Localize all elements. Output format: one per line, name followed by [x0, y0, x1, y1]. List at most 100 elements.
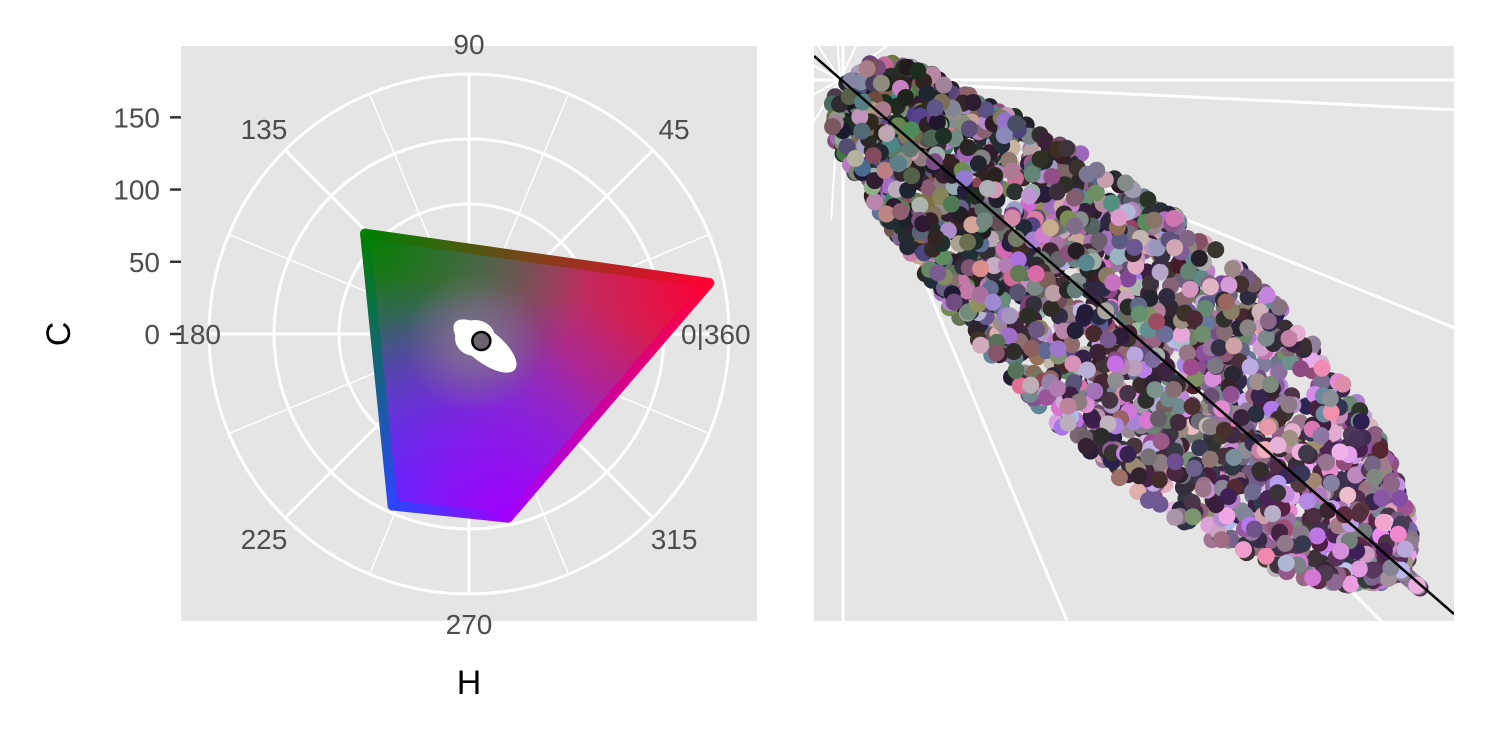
scatter-point [1130, 467, 1148, 485]
scatter-point [1151, 263, 1169, 281]
scatter-point [1201, 450, 1219, 468]
scatter-point [1364, 561, 1382, 579]
scatter-point [1322, 474, 1340, 492]
scatter-point [1165, 381, 1183, 398]
scatter-grid-line [839, 46, 858, 81]
scatter-point [958, 282, 976, 300]
scatter-point [1036, 132, 1054, 150]
theta-tick-label: 90 [453, 29, 484, 60]
scatter-point [1076, 304, 1094, 322]
scatter-point [1106, 355, 1124, 373]
scatter-point [1145, 211, 1163, 229]
scatter-point [1321, 390, 1339, 408]
scatter-point [1026, 278, 1044, 296]
scatter-point [866, 193, 884, 211]
scatter-point [1169, 413, 1187, 431]
scatter-point [909, 62, 927, 80]
scatter-point [897, 89, 915, 106]
scatter-point [1156, 325, 1174, 343]
scatter-point [1182, 358, 1200, 376]
scatter-point [1179, 230, 1196, 247]
scatter-point [1217, 293, 1235, 311]
scatter-point [969, 155, 987, 173]
scatter-point [1269, 484, 1287, 502]
scatter-point [1215, 421, 1233, 439]
scatter-point [1308, 527, 1326, 545]
polar-panel: 0|360 45 90 135 180 225 270 315 0 50 100 150 H C [40, 29, 757, 702]
scatter-point [1125, 238, 1143, 256]
scatter-grid-line [814, 79, 841, 96]
scatter-point [1003, 209, 1021, 227]
scatter-point [1065, 189, 1083, 207]
scatter-point [1009, 251, 1027, 269]
scatter-point [1233, 409, 1250, 427]
scatter-point [1207, 496, 1225, 514]
highlight-point [471, 330, 492, 352]
scatter-point [1099, 415, 1117, 433]
scatter-point [959, 233, 977, 251]
scatter-point [1312, 427, 1330, 445]
scatter-point [995, 127, 1013, 144]
scatter-point [853, 122, 871, 140]
scatter-point [959, 139, 977, 157]
theta-tick-label: 315 [651, 524, 698, 555]
scatter-point [1305, 550, 1323, 567]
scatter-point [1140, 491, 1157, 509]
scatter-point [1101, 391, 1119, 409]
scatter-point [1304, 569, 1322, 587]
scatter-point [1077, 254, 1095, 272]
scatter-point [918, 84, 936, 102]
scatter-point [1374, 513, 1392, 531]
scatter-point [1006, 183, 1024, 201]
scatter-point [1146, 381, 1164, 399]
scatter-point [1382, 559, 1400, 577]
scatter-point [929, 264, 947, 282]
scatter-point [1144, 350, 1162, 368]
scatter-point [1077, 437, 1095, 455]
scatter-point [899, 238, 917, 256]
scatter-point [1117, 174, 1134, 192]
scatter-point [1318, 453, 1335, 471]
scatter-point [1270, 363, 1288, 381]
scatter-point [1352, 413, 1370, 431]
scatter-point [1183, 398, 1201, 415]
scatter-point [1023, 165, 1041, 183]
scatter-point [878, 205, 896, 223]
scatter-point [1058, 139, 1076, 157]
scatter-point [1149, 410, 1167, 428]
scatter-point [1041, 219, 1059, 237]
reference-diagonal-line [814, 55, 1454, 615]
radius-axis: 0 50 100 150 [113, 102, 181, 350]
reference-line [814, 55, 1454, 615]
scatter-point [1322, 403, 1340, 421]
scatter-point [1119, 385, 1137, 402]
scatter-point [1332, 542, 1350, 560]
scatter-point [847, 149, 864, 167]
scatter-point [1259, 418, 1277, 436]
scatter-point [1270, 298, 1288, 316]
scatter-point [1250, 387, 1268, 405]
theta-tick-label: 0|360 [681, 319, 751, 350]
scatter-point [1078, 165, 1096, 183]
scatter-point [1218, 507, 1236, 525]
theta-tick-label: 45 [658, 114, 689, 145]
scatter-point [1166, 453, 1184, 471]
scatter-point [1090, 232, 1108, 250]
scatter-point [1110, 469, 1128, 487]
scatter-point [890, 155, 908, 173]
scatter-point [1193, 325, 1211, 343]
scatter-point [1294, 535, 1312, 553]
scatter-point [1280, 396, 1298, 414]
scatter-point [1003, 162, 1021, 180]
scatter-point [1215, 323, 1233, 341]
scatter-point [939, 222, 957, 240]
scatter-point [892, 203, 910, 221]
scatter-point [972, 260, 990, 278]
scatter-point [1257, 547, 1275, 565]
scatter-point [1339, 486, 1357, 504]
scatter-point [914, 215, 932, 233]
gamut-layer [360, 228, 715, 523]
scatter-point [960, 120, 978, 138]
scatter-point [1109, 247, 1127, 265]
